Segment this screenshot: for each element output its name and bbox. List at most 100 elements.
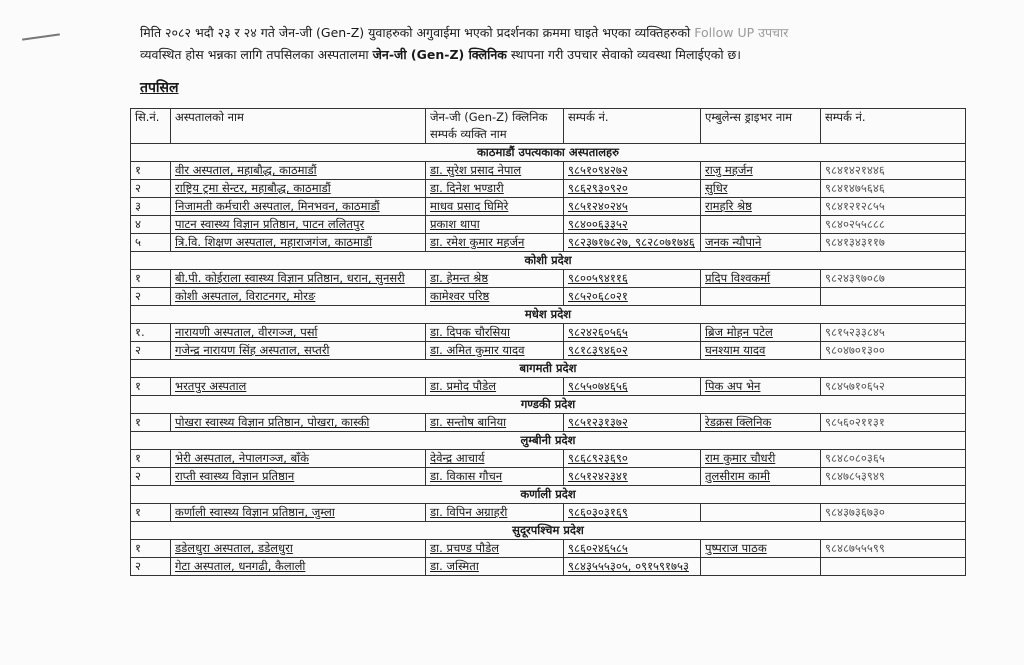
driver-name: राम कुमार चौधरी [705,451,776,465]
hospital-name-cell: कोशी अस्पताल, विराटनगर, मोरङ [170,287,426,306]
driver-phone: ९८२४३९७०८७ [825,271,885,285]
contact-phone-cell: ९८५२०६८०२१ [563,287,701,306]
contact-phone: ९८४००६३३५२ [568,217,628,231]
hospital-name-cell: त्रि.वि. शिक्षण अस्पताल, महाराजगंज, काठम… [170,233,426,252]
contact-phone-cell: ९८६८९२३६९० [563,449,701,468]
contact-phone-cell: ९८१८३९४६०२ [563,341,701,360]
contact-phone: ९८६२९३०९२० [568,181,628,195]
section-title: काठमाडौं उपत्यकाका अस्पतालहरु [130,143,966,162]
section-row: मधेश प्रदेश [130,305,966,324]
contact-phone-cell: ९८५१२४२३४१ [563,467,701,486]
sn: १ [135,379,141,393]
driver-name-cell: राजु महर्जन [700,161,821,180]
contact-person-cell: डा. रमेश कुमार महर्जन [425,233,564,252]
hospital-name: पोखरा स्वास्थ्य विज्ञान प्रतिष्ठान, पोखर… [175,415,370,429]
contact-person-cell: डा. प्रचण्ड पौडेल [425,539,564,558]
hospital-name: डडेलधुरा अस्पताल, डडेलधुरा [175,541,293,555]
driver-name-cell [700,215,821,234]
sn-cell: २ [130,179,171,198]
sn: २ [135,343,141,357]
hospital-name-cell: कर्णाली स्वास्थ्य विज्ञान प्रतिष्ठान, जु… [170,503,426,522]
table-row: १ भेरी अस्पताल, नेपालगञ्ज, बाँके देवेन्द्र… [130,449,966,468]
contact-phone-cell: ९८६२९३०९२० [563,179,701,198]
sn-cell: १ [130,377,171,396]
driver-phone-cell: ९८४१४२१४४६ [820,161,966,180]
table-row: २ राप्ती स्वास्थ्य विज्ञान प्रतिष्ठान डा. … [130,467,966,486]
contact-phone: ९८६०२४६५८५ [568,541,628,555]
contact-person: देवेन्द्र आचार्य [430,451,485,465]
sn-cell: २ [130,467,171,486]
table-row: १. नारायणी अस्पताल, वीरगञ्ज, पर्सा डा. दिप… [130,323,966,342]
table-row: २ राष्ट्रिय ट्रमा सेन्टर, महाबौद्ध, काठमा… [130,179,966,198]
table-row: २ गजेन्द्र नारायण सिंह अस्पताल, सप्तरी डा.… [130,341,966,360]
section-row: कर्णाली प्रदेश [130,485,966,504]
sn: १ [135,451,141,465]
hospital-name-cell: राष्ट्रिय ट्रमा सेन्टर, महाबौद्ध, काठमाड… [170,179,426,198]
table-row: ५ त्रि.वि. शिक्षण अस्पताल, महाराजगंज, काठ… [130,233,966,252]
contact-phone: ९८५१२४२३४१ [568,469,628,483]
driver-name-cell: रामहरि श्रेष्ठ [700,197,821,216]
contact-phone-cell: ९८५१२३१३७२ [563,413,701,432]
driver-name-cell: राम कुमार चौधरी [700,449,821,468]
hospital-name: निजामती कर्मचारी अस्पताल, मिनभवन, काठमाड… [175,199,380,213]
contact-person: डा. सुरेश प्रसाद नेपाल [430,163,522,177]
contact-phone-cell: ९८६०३०३१६९ [563,503,701,522]
sn-cell: १ [130,539,171,558]
contact-person: डा. प्रचण्ड पौडेल [430,541,500,555]
header-driver: एम्बुलेन्स ड्राइभर नाम [700,108,821,144]
sn: १ [135,541,141,555]
driver-name-cell: तुलसीराम कामी [700,467,821,486]
hospital-name: राप्ती स्वास्थ्य विज्ञान प्रतिष्ठान [175,469,295,483]
driver-phone-cell: ९८४७८५३९४९ [820,467,966,486]
subtitle: तपसिल [140,80,179,96]
contact-phone: ९८२३७१७८२७, ९८२८०७१७४६ [568,235,695,249]
hospital-name-cell: बी.पी. कोईराला स्वास्थ्य विज्ञान प्रतिष्… [170,269,426,288]
driver-name-cell: रेडक्रस क्लिनिक [700,413,821,432]
header-sn: सि.नं. [130,108,171,144]
table-row: २ गेटा अस्पताल, धनगढी, कैलाली डा. जस्मिता ९… [130,557,966,576]
contact-phone-cell: ९८६०२४६५८५ [563,539,701,558]
driver-phone-cell: ९८४५७१०६५२ [820,377,966,396]
driver-name: ब्रिज मोहन पटेल [705,325,773,339]
driver-phone-cell: ९८४१४७५६४६ [820,179,966,198]
driver-name: तुलसीराम कामी [705,469,770,483]
contact-person-cell: डा. विकास गौचन [425,467,564,486]
driver-phone-cell: ९८४१३४३११७ [820,233,966,252]
hospital-name-cell: भरतपुर अस्पताल [170,377,426,396]
hospital-name: बी.पी. कोईराला स्वास्थ्य विज्ञान प्रतिष्… [175,271,405,285]
section-title: लुम्बीनी प्रदेश [130,431,966,450]
section-title: कोशी प्रदेश [130,251,966,270]
hospital-name: भेरी अस्पताल, नेपालगञ्ज, बाँके [175,451,309,465]
contact-phone: ९८५५०७४६५६ [568,379,628,393]
section-row: बागमती प्रदेश [130,359,966,378]
contact-phone-cell: ९८५१०९४२७२ [563,161,701,180]
sn: २ [135,289,141,303]
driver-phone-cell: ९८५६०२११३१ [820,413,966,432]
contact-phone: ९८५१०९४२७२ [568,163,628,177]
sn-cell: १ [130,413,171,432]
driver-name-cell: पुष्पराज पाठक [700,539,821,558]
driver-phone: ९८४१३४३११७ [825,235,885,249]
hospital-name-cell: गेटा अस्पताल, धनगढी, कैलाली [170,557,426,576]
contact-phone-cell: ९८५५०७४६५६ [563,377,701,396]
driver-name: राजु महर्जन [705,163,753,177]
driver-phone-cell: ९८४३७३६७३० [820,503,966,522]
contact-phone: ९८६०३०३१६९ [568,505,628,519]
driver-name: सुधिर [705,181,728,195]
hospital-name-cell: नारायणी अस्पताल, वीरगञ्ज, पर्सा [170,323,426,342]
driver-phone-cell: ९८२४३९७०८७ [820,269,966,288]
sn: १. [135,325,145,339]
hospital-name: गजेन्द्र नारायण सिंह अस्पताल, सप्तरी [175,343,330,357]
driver-phone: ९८४१४७५६४६ [825,181,885,195]
driver-phone: ९८४८७५५५९९ [825,541,885,555]
driver-name: पुष्पराज पाठक [705,541,767,555]
hospital-name: पाटन स्वास्थ्य विज्ञान प्रतिष्ठान, पाटन … [175,217,365,231]
header-contact-person: जेन-जी (Gen-Z) क्लिनिक सम्पर्क व्यक्ति न… [425,108,564,144]
contact-phone: ९८५१२३१३७२ [568,415,628,429]
table-header-row: सि.नं. अस्पतालको नाम जेन-जी (Gen-Z) क्लि… [130,108,966,144]
sn-cell: ५ [130,233,171,252]
contact-person-cell: देवेन्द्र आचार्य [425,449,564,468]
driver-name: रामहरि श्रेष्ठ [705,199,752,213]
driver-name-cell: जनक न्यौपाने [700,233,821,252]
section-title: कर्णाली प्रदेश [130,485,966,504]
